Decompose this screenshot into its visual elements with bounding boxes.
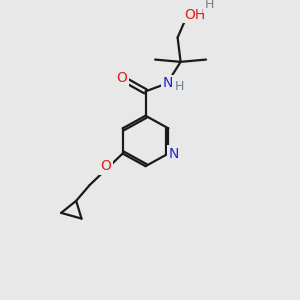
Text: N: N <box>169 147 179 160</box>
Text: O: O <box>101 160 112 173</box>
Text: H: H <box>175 80 184 93</box>
Text: N: N <box>163 76 173 90</box>
Text: H: H <box>204 0 214 11</box>
Text: O: O <box>116 71 127 85</box>
Text: OH: OH <box>184 8 206 22</box>
